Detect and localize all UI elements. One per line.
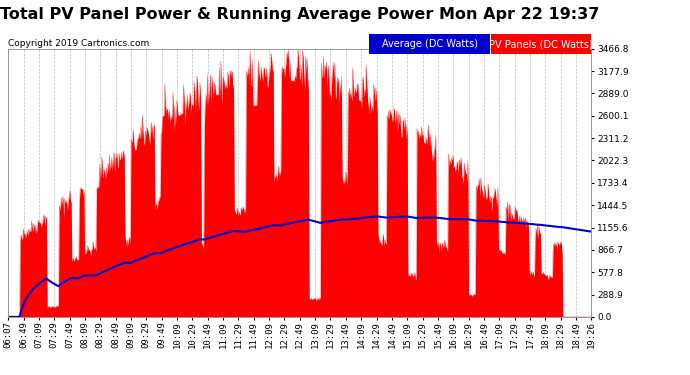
Text: PV Panels (DC Watts): PV Panels (DC Watts) <box>489 39 593 49</box>
FancyBboxPatch shape <box>491 34 591 54</box>
Text: Average (DC Watts): Average (DC Watts) <box>382 39 477 49</box>
Text: Total PV Panel Power & Running Average Power Mon Apr 22 19:37: Total PV Panel Power & Running Average P… <box>0 8 600 22</box>
Text: Copyright 2019 Cartronics.com: Copyright 2019 Cartronics.com <box>8 39 150 48</box>
FancyBboxPatch shape <box>369 34 490 54</box>
